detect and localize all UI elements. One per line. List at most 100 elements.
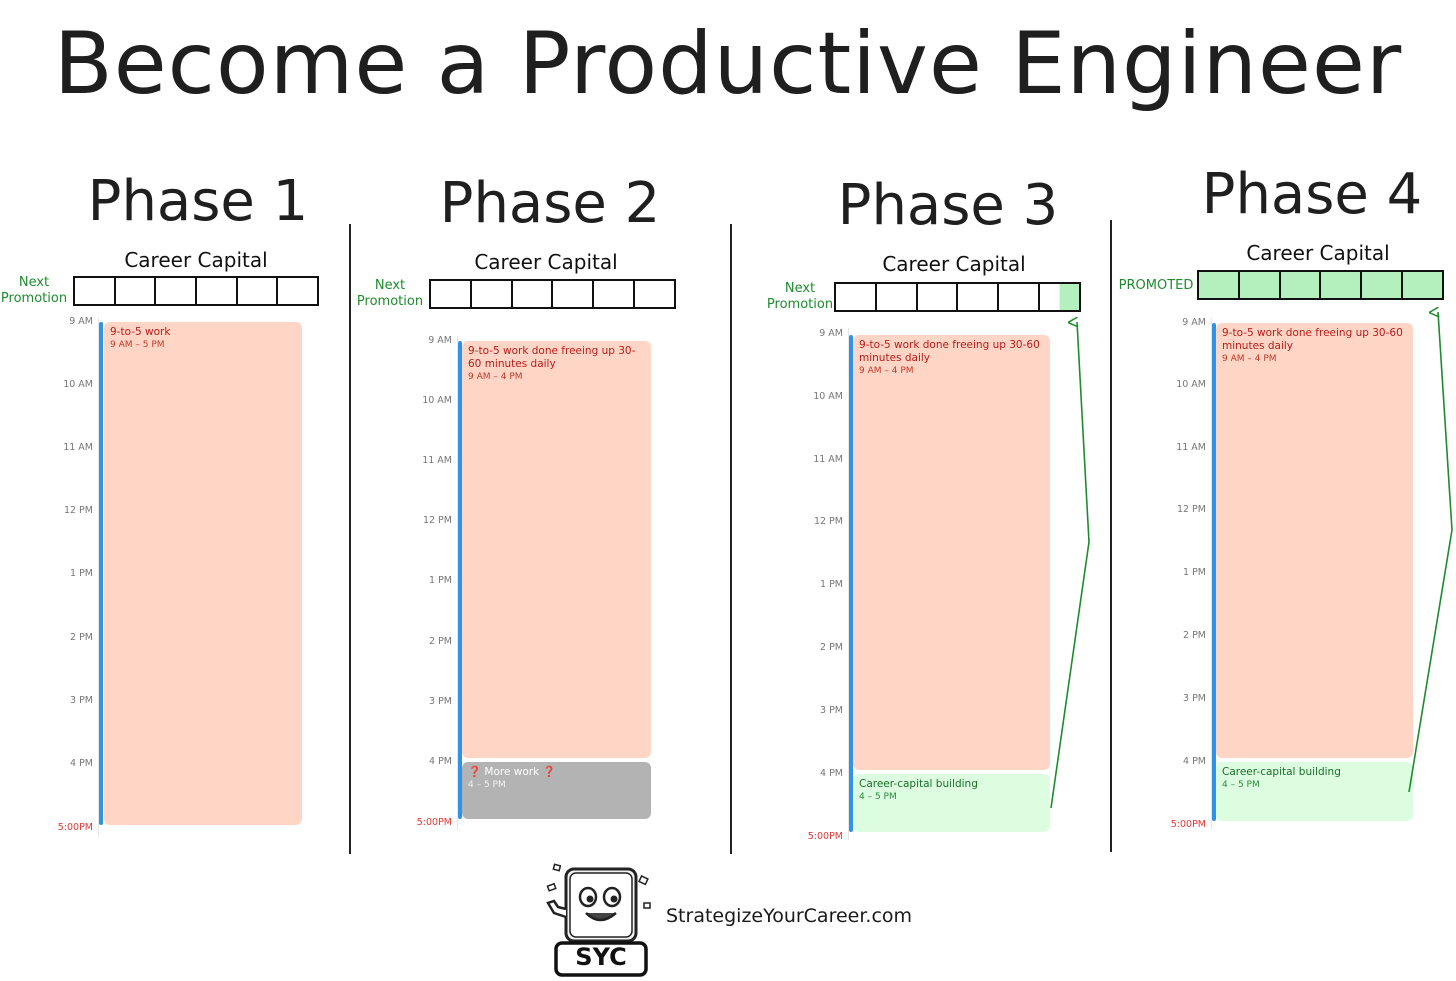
capital-cell — [513, 281, 554, 307]
phase-4-capital-bar — [1197, 270, 1444, 300]
hour-label: 1 PM — [429, 575, 452, 586]
phase-divider — [730, 224, 732, 854]
phase-divider — [1110, 220, 1112, 852]
phase-3-capital-bar — [834, 282, 1081, 312]
phase-3-event-career-capital[interactable]: Career-capital building 4 – 5 PM — [853, 774, 1050, 832]
capital-cell — [116, 278, 157, 304]
hour-label: 1 PM — [820, 579, 843, 590]
hour-label-end: 5:00PM — [807, 831, 843, 842]
hour-label: 9 AM — [819, 328, 843, 339]
capital-cell — [553, 281, 595, 307]
hour-label: 12 PM — [813, 516, 843, 527]
phase-1-career-capital-label: Career Capital — [124, 248, 268, 272]
hour-label: 2 PM — [70, 632, 93, 643]
phase-2-time-axis — [457, 336, 458, 830]
hour-label: 3 PM — [820, 705, 843, 716]
capital-cell-filled — [1321, 272, 1363, 298]
syc-mascot-logo — [546, 863, 651, 977]
capital-cell-filled — [1199, 272, 1240, 298]
hour-label: 12 PM — [1176, 504, 1206, 515]
phase-divider — [349, 224, 351, 854]
hour-label: 3 PM — [70, 695, 93, 706]
phase-1-event-work[interactable]: 9-to-5 work 9 AM – 5 PM — [104, 322, 302, 825]
capital-cell-filled — [1280, 272, 1322, 298]
phase-1-next-promotion-label: Next Promotion — [0, 275, 68, 306]
phase-1-capital-bar — [73, 276, 319, 306]
hour-label: 1 PM — [1183, 567, 1206, 578]
capital-cell — [918, 284, 959, 310]
phase-2-event-more-work[interactable]: ❓ More work ❓ 4 – 5 PM — [462, 762, 651, 819]
hour-label: 10 AM — [422, 395, 452, 406]
hour-label: 10 AM — [63, 379, 93, 390]
phase-3-career-capital-label: Career Capital — [882, 252, 1026, 276]
phase-3-calendar-stripe — [849, 335, 853, 832]
phase-3-next-promotion-label: Next Promotion — [766, 281, 834, 312]
hour-label: 10 AM — [1176, 379, 1206, 390]
hour-label: 4 PM — [70, 758, 93, 769]
question-mark-icon: ❓ — [542, 766, 556, 778]
phase-2-event-work[interactable]: 9-to-5 work done freeing up 30-60 minute… — [462, 341, 651, 758]
hour-label-end: 5:00PM — [57, 822, 93, 833]
phase-4-event-work[interactable]: 9-to-5 work done freeing up 30-60 minute… — [1216, 323, 1413, 758]
hour-label: 1 PM — [70, 568, 93, 579]
hour-label: 9 AM — [69, 316, 93, 327]
phase-4-event-career-capital[interactable]: Career-capital building 4 – 5 PM — [1216, 762, 1413, 821]
phase-3-title: Phase 3 — [837, 173, 1059, 238]
hour-label: 3 PM — [1183, 693, 1206, 704]
capital-cell — [958, 284, 1000, 310]
hour-label: 11 AM — [63, 442, 93, 453]
hour-label: 3 PM — [429, 696, 452, 707]
capital-cell — [197, 278, 238, 304]
capital-cell-filled — [1403, 272, 1442, 298]
capital-cell — [431, 281, 472, 307]
capital-cell — [877, 284, 918, 310]
hour-label: 11 AM — [1176, 442, 1206, 453]
phase-2-career-capital-label: Career Capital — [474, 250, 618, 274]
hour-label: 9 AM — [1182, 317, 1206, 328]
phase-2-calendar-stripe — [458, 341, 462, 819]
phase-3-event-work[interactable]: 9-to-5 work done freeing up 30-60 minute… — [853, 335, 1050, 770]
phase-1-title: Phase 1 — [87, 169, 309, 234]
hour-label: 4 PM — [1183, 756, 1206, 767]
phase-2-title: Phase 2 — [439, 171, 661, 236]
phase-4-time-axis — [1211, 318, 1212, 830]
hour-label: 12 PM — [422, 515, 452, 526]
phase-4-career-capital-label: Career Capital — [1246, 241, 1390, 265]
hour-label: 4 PM — [820, 768, 843, 779]
phase-1-time-axis — [98, 318, 99, 838]
hour-label: 11 AM — [813, 454, 843, 465]
hour-label: 9 AM — [428, 335, 452, 346]
hour-label: 10 AM — [813, 391, 843, 402]
page-title: Become a Productive Engineer — [53, 14, 1403, 114]
phase-2-capital-bar — [429, 279, 676, 309]
phase-3-arrow — [1050, 322, 1090, 809]
capital-cell — [836, 284, 877, 310]
capital-cell — [238, 278, 279, 304]
capital-cell-filled — [1362, 272, 1404, 298]
hour-label: 4 PM — [429, 756, 452, 767]
capital-cell-partial — [1040, 284, 1079, 310]
hour-label-end: 5:00PM — [1170, 819, 1206, 830]
hour-label-end: 5:00PM — [416, 817, 452, 828]
hour-label: 2 PM — [820, 642, 843, 653]
phase-4-arrow — [1408, 312, 1453, 793]
brand-site-link[interactable]: StrategizeYourCareer.com — [666, 905, 913, 927]
capital-cell — [594, 281, 636, 307]
phase-3-time-axis — [848, 328, 849, 840]
capital-cell — [75, 278, 116, 304]
capital-cell — [999, 284, 1041, 310]
syc-logo-text: SYC — [575, 943, 627, 971]
phase-1-calendar-stripe — [99, 322, 103, 825]
promoted-label: PROMOTED — [1118, 278, 1194, 293]
phase-2-next-promotion-label: Next Promotion — [356, 278, 424, 309]
phase-4-calendar-stripe — [1212, 323, 1216, 821]
hour-label: 2 PM — [429, 636, 452, 647]
hour-label: 11 AM — [422, 455, 452, 466]
question-mark-icon: ❓ — [468, 766, 482, 778]
capital-cell-filled — [1239, 272, 1281, 298]
capital-cell — [156, 278, 198, 304]
hour-label: 2 PM — [1183, 630, 1206, 641]
capital-cell — [472, 281, 513, 307]
phase-4-title: Phase 4 — [1201, 162, 1423, 227]
